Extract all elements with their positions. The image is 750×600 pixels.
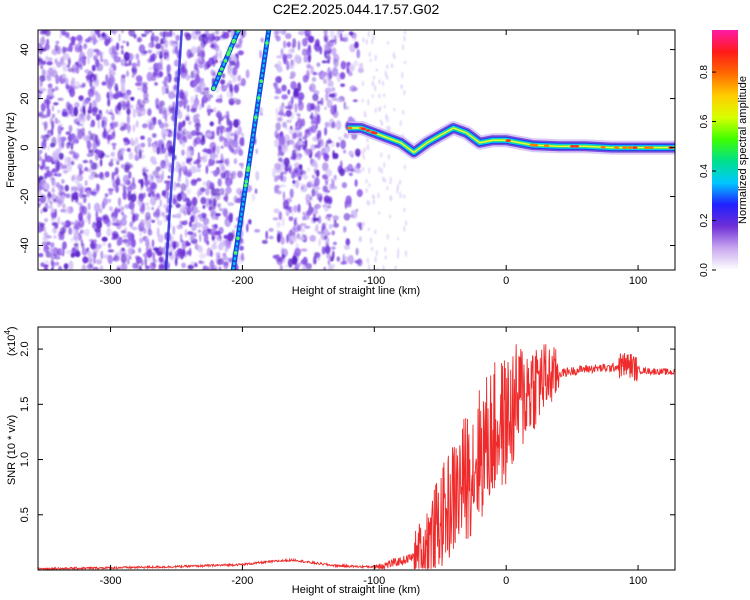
figure-title: C2E2.2025.044.17.57.G02 [273,1,440,17]
snr-y-tick-label: 1.5 [19,397,31,412]
spectrogram-y-label: Frequency (Hz) [5,112,17,188]
snr-background [38,327,675,570]
colorbar-gradient [712,30,738,270]
snr-panel: -300 -200 -100 0 100 0.5 1.0 1.5 2.0 (x104) Hei… [3,326,676,596]
bright-line-dot [256,96,261,100]
narrow-band-peak [361,127,367,131]
snr-x-tick-label: -200 [231,575,253,587]
spectrogram-y-tick-label: 40 [19,43,31,55]
spectrogram-x-tick-label: 0 [503,275,509,287]
snr-frame [37,326,676,571]
bright-line-dot [265,41,269,45]
snr-series-line [38,344,675,570]
snr-x-tick-label: 0 [503,575,509,587]
narrow-band-peak [614,146,620,149]
bright-line-dot [244,179,249,184]
bright-line-dot [232,38,236,43]
bright-line-dot [233,251,238,255]
snr-multiplier-exponent: 4 [3,330,12,335]
snr-y-tick-label: 1.0 [19,452,31,467]
snr-multiplier-base: (x10 [6,335,18,356]
snr-x-tick-label: -300 [100,575,122,587]
narrow-band-peak [622,146,628,149]
bright-line-dot [236,236,240,240]
narrow-band-peak [365,129,371,132]
steep-line-trace [164,30,184,270]
colorbar-tick-label: 0.8 [699,65,710,79]
spectrogram-x-tick-label: -200 [231,275,253,287]
snr-multiplier-close: ) [6,326,18,330]
spectrogram-x-tick-label: 100 [629,275,647,287]
snr-x-label: Height of straight line (km) [292,584,420,596]
colorbar-tick-label: 0.0 [699,263,710,277]
snr-y-tick-label: 0.5 [19,507,31,522]
spectrogram-y-ticks: -40 -20 0 20 40 [19,43,675,253]
narrow-band-peak [648,146,654,149]
bright-line-dot [228,47,233,51]
bright-line-dot [223,59,228,63]
bright-line-dot [211,86,216,91]
spectrogram-x-label: Height of straight line (km) [292,285,420,297]
narrow-band-peak [544,144,549,147]
narrow-band-peak [347,126,353,130]
colorbar-tick-label: 0.2 [699,213,710,227]
spectrogram-y-tick-label: -40 [19,238,31,254]
colorbar-ticks: 0.0 0.2 0.4 0.6 0.8 [699,65,716,277]
narrow-band-peak [574,145,579,148]
narrow-band-peak [600,145,606,149]
spectrogram-x-tick-label: -100 [363,275,385,287]
spectrogram-y-tick-label: 0 [19,144,31,150]
bright-line-dot [246,168,250,172]
narrow-band-peak [644,146,650,149]
snr-y-tick-label: 2.0 [19,341,31,356]
narrow-band-peak [570,145,576,148]
bright-line-core-0 [232,30,270,270]
spectrogram-y-tick-label: -20 [19,189,31,205]
narrow-band-peak [529,143,535,147]
bright-line-dot [218,71,222,76]
spectrogram-frame [37,29,676,271]
bright-line-dot [254,115,258,120]
narrow-band-peak [505,139,511,142]
bright-line-dot [259,79,264,83]
snr-multiplier: (x104) [3,326,18,356]
bright-line-dot [243,183,248,188]
noise-speckle-group [38,30,408,270]
spectrogram-x-tick-label: -300 [100,275,122,287]
colorbar: 0.0 0.2 0.4 0.6 0.8 Normalized spectral ampl… [699,30,749,277]
bright-line-dot [226,52,230,56]
bright-line-dot [236,30,240,33]
narrow-band-peak [370,131,376,134]
narrow-band-peak [627,146,633,149]
spectrogram-image [38,30,675,270]
spectrogram-y-tick-label: 20 [19,92,31,104]
bright-line-dot [220,67,224,71]
snr-x-ticks: -300 -200 -100 0 100 [100,327,647,587]
colorbar-tick-label: 0.6 [699,114,710,128]
colorbar-label: Normalized spectral amplitude [737,76,749,224]
narrow-band-layer-5 [347,127,675,154]
narrow-band-peak [632,146,638,149]
snr-x-tick-label: -100 [363,575,385,587]
spectrogram-x-ticks: -300 -200 -100 0 100 [100,30,647,287]
colorbar-tick-label: 0.4 [699,164,710,178]
snr-y-label: SNR (10 * v/v) [6,415,18,485]
snr-x-tick-label: 100 [629,575,647,587]
snr-y-ticks: 0.5 1.0 1.5 2.0 [19,341,675,522]
